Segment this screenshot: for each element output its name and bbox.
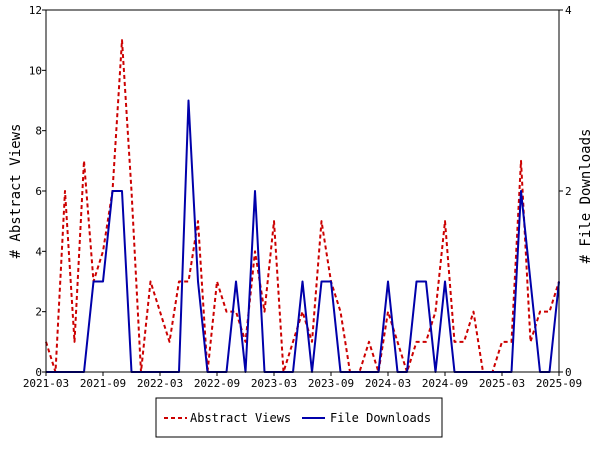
legend: Abstract Views File Downloads: [155, 397, 443, 438]
series-line-file-downloads: [46, 99, 560, 373]
series-line-abstract-views: [45, 39, 560, 373]
legend-box: [155, 397, 443, 438]
y2-tick-label: 4: [565, 4, 572, 17]
legend-label-file-downloads: File Downloads: [330, 411, 431, 425]
plot-layer: [45, 39, 560, 373]
y-tick-label: 6: [35, 185, 42, 198]
y-axis-title: # Abstract Views: [8, 124, 24, 259]
y-tick-label: 10: [29, 64, 42, 77]
y2-axis-title: # File Downloads: [578, 129, 594, 264]
y-tick-label: 0: [35, 366, 42, 379]
x-tick-label: 2025-03: [479, 377, 525, 390]
x-tick-label: 2022-03: [137, 377, 183, 390]
y2-tick-label: 2: [565, 185, 572, 198]
y-tick-label: 2: [35, 306, 42, 319]
x-tick-label: 2021-03: [23, 377, 69, 390]
x-tick-label: 2021-09: [80, 377, 126, 390]
y-tick-label: 4: [35, 245, 42, 258]
y-tick-label: 12: [29, 4, 42, 17]
x-tick-label: 2023-03: [251, 377, 297, 390]
x-tick-label: 2024-09: [422, 377, 468, 390]
y2-tick-label: 0: [565, 366, 572, 379]
x-tick-label: 2024-03: [365, 377, 411, 390]
x-tick-label: 2022-09: [194, 377, 240, 390]
y-tick-label: 8: [35, 125, 42, 138]
legend-label-abstract-views: Abstract Views: [190, 411, 291, 425]
x-tick-label: 2023-09: [308, 377, 354, 390]
x-tick-label: 2025-09: [536, 377, 582, 390]
axis-layer: 0 2 4 6 8 10 12 0 2 4 2021-03 2021-09 2022-03 2022-09…: [23, 4, 582, 390]
